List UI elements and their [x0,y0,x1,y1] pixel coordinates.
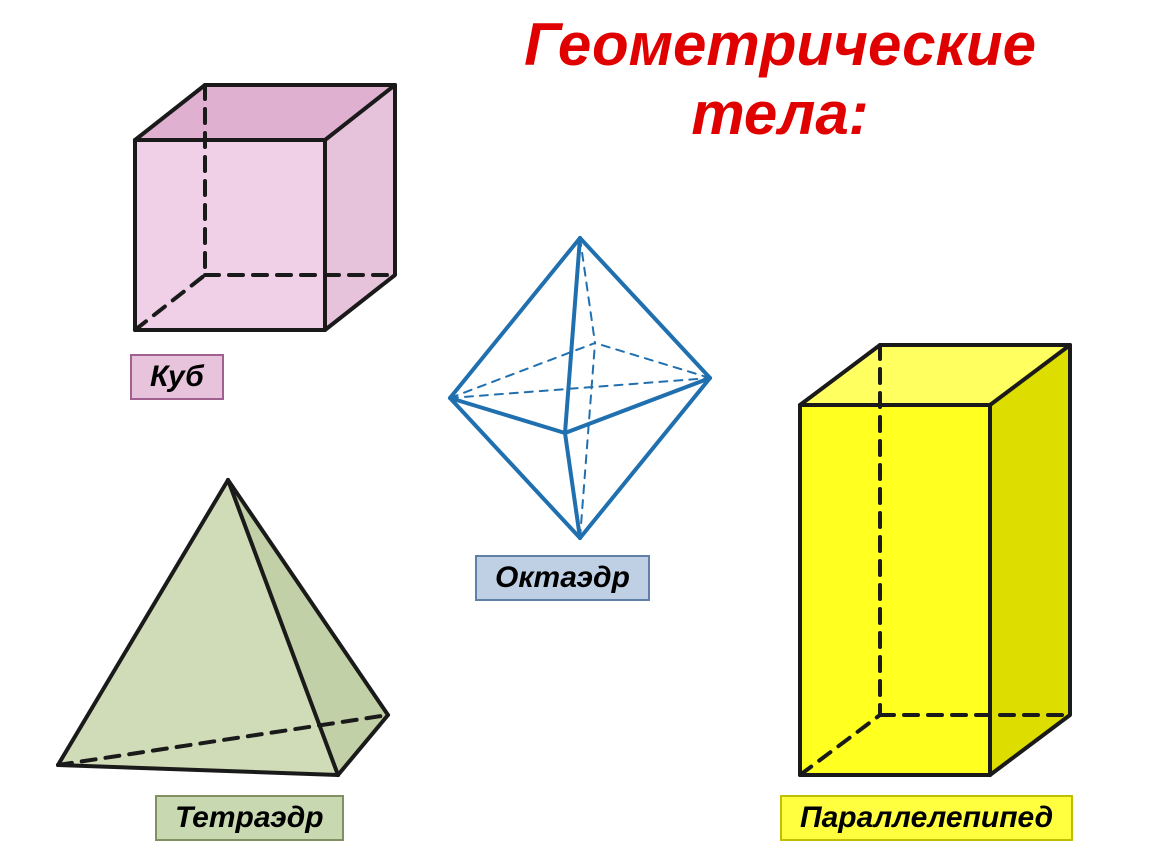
page-title: Геометрические тела: [420,10,1140,148]
parallelepiped-label: Параллелепипед [780,795,1073,841]
tetrahedron-shape [38,465,408,795]
tetrahedron-label: Тетраэдр [155,795,344,841]
octahedron-label: Октаэдр [475,555,650,601]
parallelepiped-shape [780,330,1090,790]
cube-label: Куб [130,354,224,400]
octahedron-shape [420,218,740,558]
title-line1: Геометрические [524,11,1036,78]
cube-shape [105,70,405,360]
title-line2: тела: [691,80,868,147]
